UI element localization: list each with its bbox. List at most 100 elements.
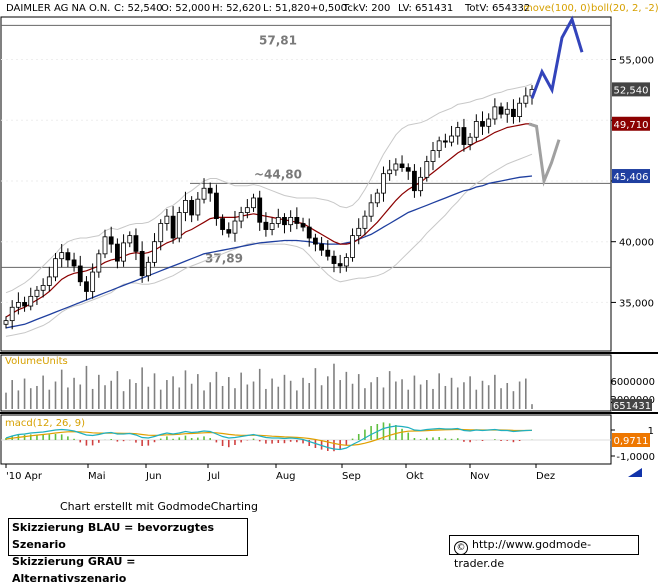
candle-up [158, 223, 164, 243]
volume-last-badge [612, 399, 652, 411]
volume-last-label: 651431 [613, 401, 651, 412]
price-tick-label: 35,000 [619, 298, 654, 309]
level-label: 37,89 [205, 251, 243, 265]
candle-down [257, 197, 263, 223]
candle-down [337, 263, 343, 267]
time-tick-label: Jun [145, 471, 162, 482]
price-badge [612, 82, 650, 97]
bollinger-bands [5, 83, 533, 337]
candle-down [226, 229, 232, 234]
macd-last-badge [612, 433, 650, 447]
time-tick-label: Aug [276, 471, 296, 482]
volume-axis: 60000002000000651431 [610, 377, 655, 412]
time-axis: '10 Apr Mai Jun Jul Aug Sep Okt Nov Dez [5, 464, 555, 482]
candle-up [275, 216, 281, 224]
candle-down [108, 236, 114, 245]
candle-up [145, 261, 151, 277]
scenario-blue-path [530, 15, 584, 99]
volume-panel-frame [0, 354, 612, 412]
candle-up [368, 202, 374, 217]
macd-signal-line [5, 428, 533, 446]
candle-down [461, 127, 467, 145]
candle-up [387, 169, 393, 175]
level-label: 57,81 [259, 33, 297, 47]
candle-up [244, 207, 250, 213]
candle-up [201, 187, 207, 200]
candle-down [282, 216, 287, 226]
candle-up [251, 197, 256, 209]
candle-up [288, 216, 294, 226]
candle-up [46, 276, 52, 286]
price-badge-label: 45,406 [614, 172, 649, 183]
candle-up [343, 257, 349, 267]
candle-down [65, 252, 71, 261]
candle-up [90, 271, 96, 292]
source-link[interactable]: © http://www.godmode-trader.de [449, 535, 639, 570]
candle-down [442, 140, 448, 143]
price-badge [612, 169, 650, 184]
candle-up [362, 215, 368, 229]
candle-down [480, 121, 485, 127]
candle-down [114, 243, 120, 262]
candle-down [306, 226, 312, 239]
header-high: H: 52,620 [212, 3, 261, 14]
bollinger-upper-line [5, 83, 533, 294]
candle-up [28, 295, 34, 307]
candle-up [436, 140, 442, 152]
candle-down [399, 163, 405, 169]
time-tick-label: Jul [207, 471, 220, 482]
header-change: +0,500 [310, 3, 347, 14]
candle-down [511, 108, 516, 117]
time-tick-label: Sep [342, 471, 361, 482]
candle-up [486, 118, 492, 127]
price-tick-label: 55,000 [619, 56, 654, 67]
candle-up [517, 102, 523, 117]
price-badges: 52,540 49,710 45,406 [612, 82, 650, 184]
candle-up [15, 302, 21, 308]
candle-up [176, 212, 182, 239]
candle-up [356, 227, 362, 237]
legend-gray-text: Skizzierung GRAU = Alternativszenario [12, 555, 136, 585]
candle-up [473, 121, 479, 138]
candle-up [127, 235, 133, 244]
candle-up [430, 150, 436, 162]
candle-down [22, 302, 27, 307]
slow-moving-average-line [5, 175, 533, 329]
candle-up [121, 242, 126, 262]
time-tick-label: Dez [536, 471, 555, 482]
source-url[interactable]: http://www.godmode-trader.de [454, 538, 592, 570]
candle-down [319, 243, 325, 251]
volume-tick-label: 6000000 [610, 377, 655, 388]
header-low: L: 51,820 [263, 3, 310, 14]
candle-down [300, 223, 306, 228]
candle-up [418, 176, 424, 192]
candle-up [492, 106, 498, 120]
corner-arrow-icon[interactable] [628, 468, 642, 477]
header-tick-volume: TckV: 200 [342, 3, 390, 14]
macd-axis: 1 -1,0000 0,9711 [611, 426, 655, 463]
candle-up [424, 161, 430, 178]
macd-tick-label: 1 [648, 426, 654, 437]
candle-down [294, 216, 300, 224]
header-instrument: DAIMLER AG NA O.N. [6, 3, 110, 14]
volume-title: VolumeUnits [5, 356, 68, 367]
volume-bars [5, 363, 533, 409]
candle-up [381, 173, 386, 194]
price-badge-label: 52,540 [614, 85, 649, 96]
scenario-gray-path [528, 122, 561, 187]
copyright-icon: © [454, 541, 468, 555]
candle-down [71, 259, 77, 267]
price-badge-label: 49,710 [614, 120, 649, 131]
scenario-legend: Skizzierung BLAU = bevorzugtes Szenario … [8, 518, 248, 585]
candle-up [3, 320, 9, 325]
candle-down [84, 281, 89, 292]
candle-up [164, 215, 170, 224]
candle-down [325, 249, 331, 257]
candle-down [170, 215, 176, 239]
horizontal-levels: 57,81 ~44,80 37,89 [1, 24, 611, 268]
header-bollinger: boll(20, 2, -2) [591, 3, 658, 14]
candle-up [59, 252, 65, 260]
time-tick-label: Nov [470, 471, 490, 482]
macd-last-label: 0,9711 [614, 436, 649, 447]
macd-tick-label: -1,0000 [616, 452, 655, 463]
